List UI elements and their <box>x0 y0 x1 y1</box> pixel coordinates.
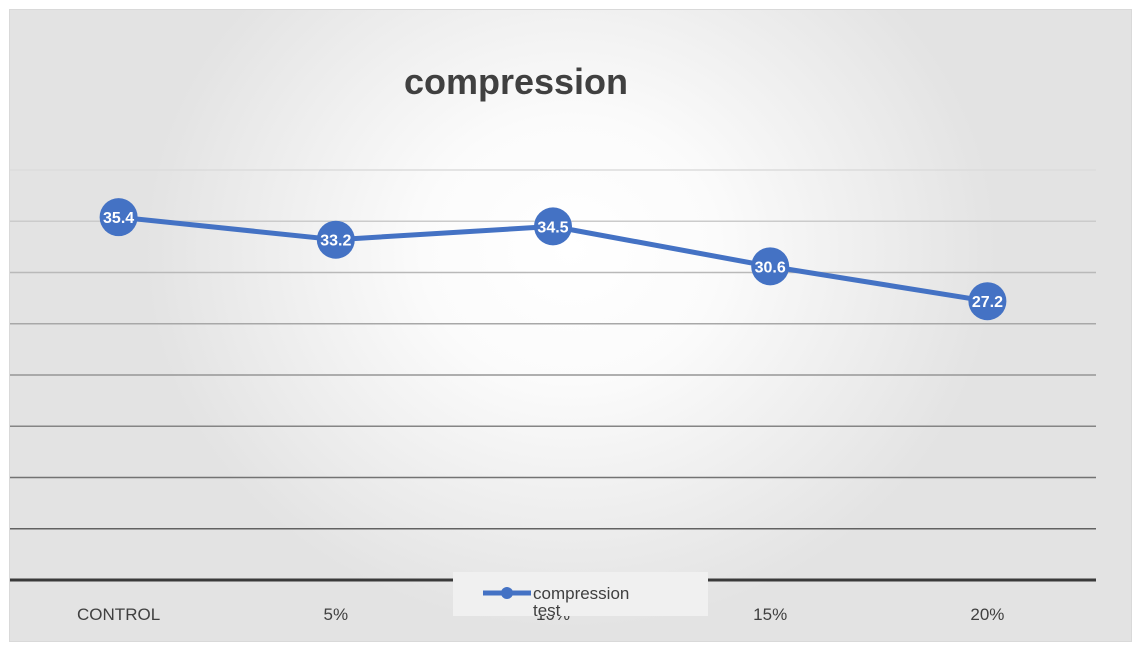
gridlines <box>10 169 1096 530</box>
data-label: 33.2 <box>320 233 351 250</box>
data-label: 30.6 <box>755 259 786 276</box>
series-compression-test <box>99 198 1007 321</box>
data-point-marker <box>968 282 1007 321</box>
legend-marker-swatch <box>501 587 513 599</box>
data-labels: 35.4 33.2 34.5 30.6 27.2 <box>103 210 1003 311</box>
chart-title: compression <box>404 61 628 102</box>
data-label: 35.4 <box>103 210 134 227</box>
x-tick-label: 15% <box>753 605 787 624</box>
x-tick-label: CONTROL <box>77 605 160 624</box>
legend: compression test <box>453 572 708 620</box>
data-label: 27.2 <box>972 294 1003 311</box>
data-point-marker <box>534 207 572 246</box>
x-tick-label: 20% <box>970 605 1004 624</box>
legend-entry-label: compression test <box>533 584 629 620</box>
data-point-marker <box>99 198 138 237</box>
data-point-marker <box>316 220 355 259</box>
data-point-marker <box>751 247 790 286</box>
x-tick-label: 5% <box>324 605 349 624</box>
data-label: 34.5 <box>537 219 568 236</box>
